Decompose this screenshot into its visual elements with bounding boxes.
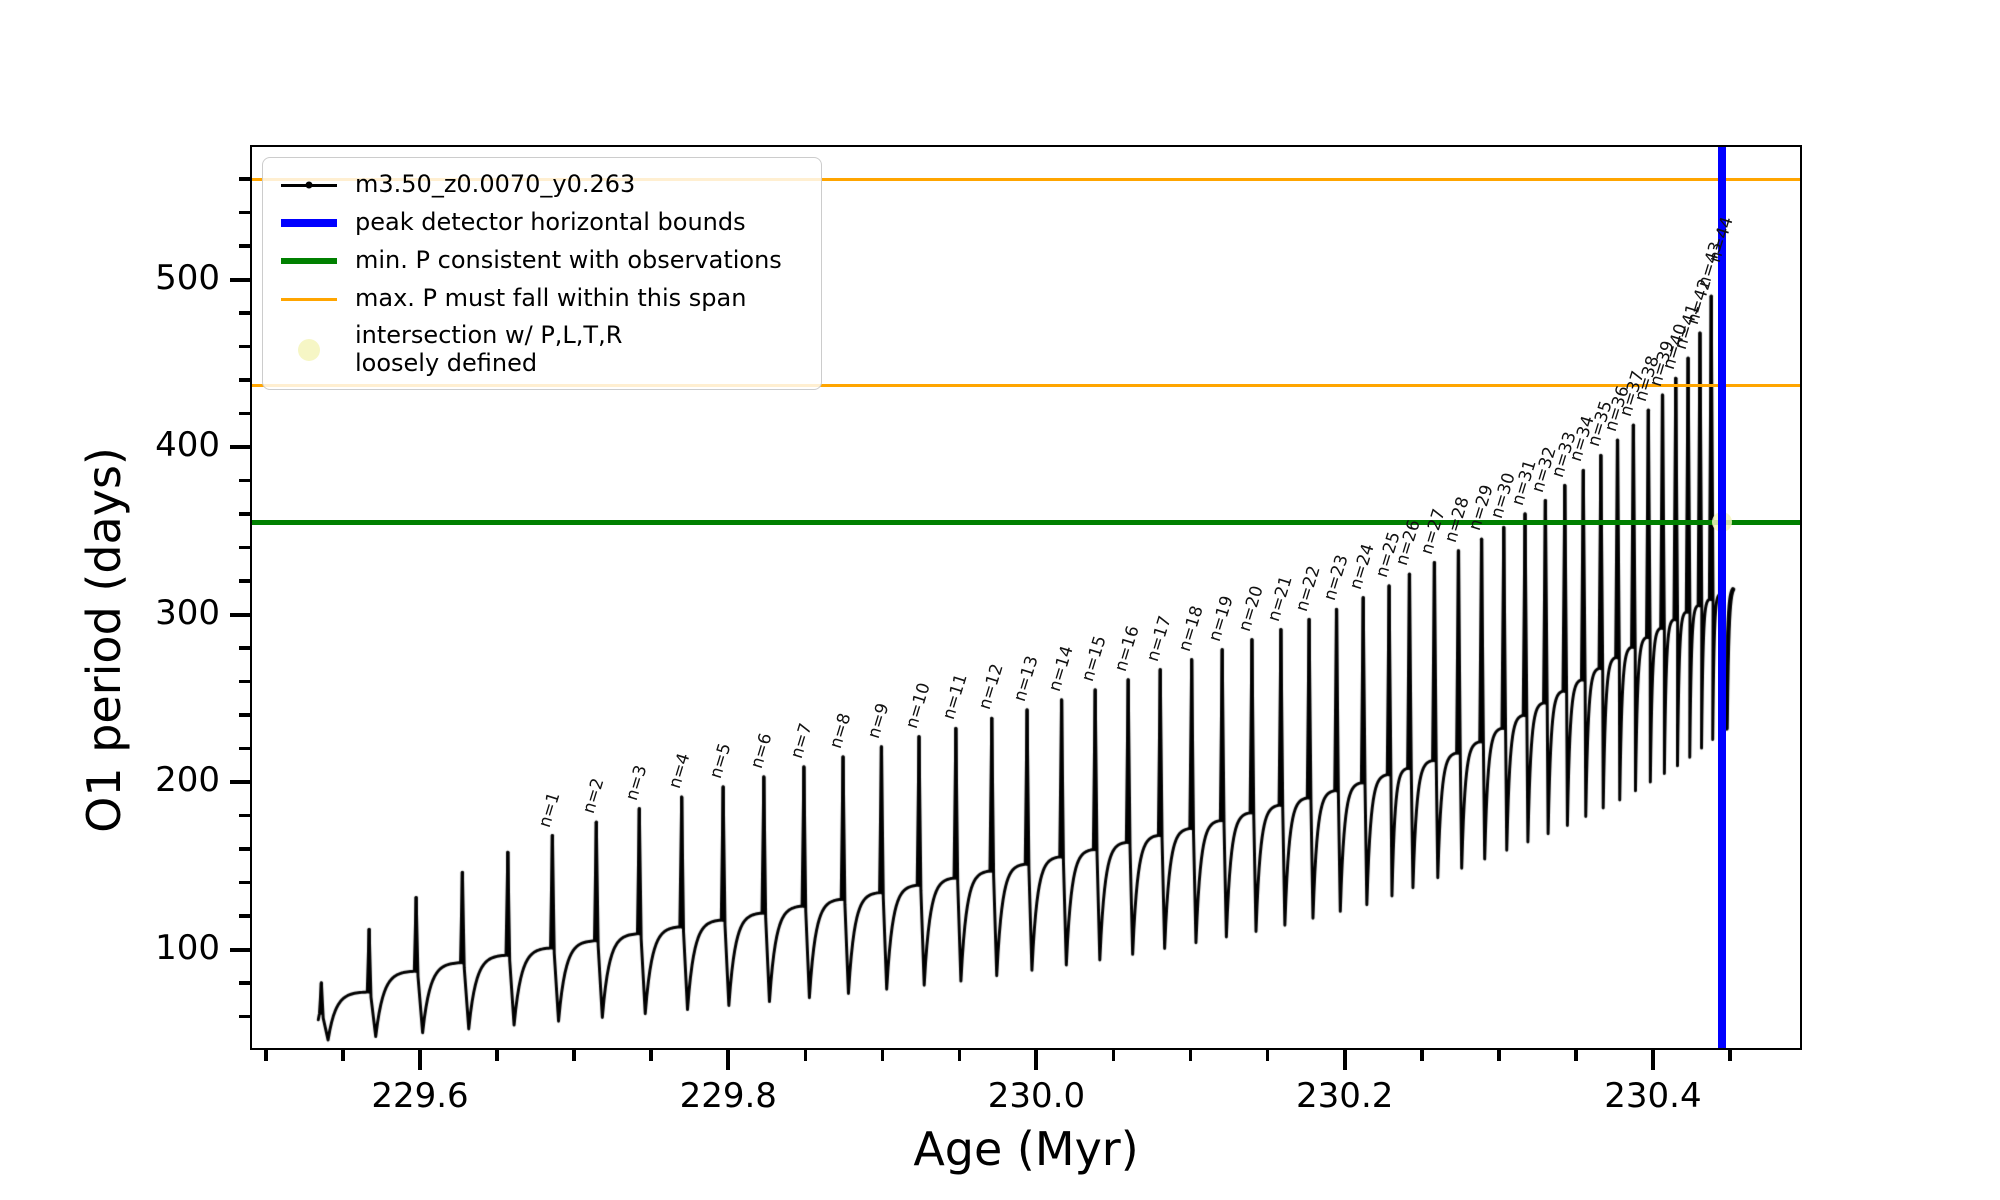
series-line-swatch xyxy=(281,181,337,189)
legend: m3.50_z0.0070_y0.263 peak detector horiz… xyxy=(262,157,822,391)
y-minor-tick xyxy=(239,981,250,985)
y-minor-tick xyxy=(239,311,250,315)
y-minor-tick xyxy=(239,411,250,416)
max-P-span-lower-line xyxy=(250,383,1802,387)
x-minor-tick xyxy=(803,1050,808,1061)
x-tick-label: 230.0 xyxy=(987,1076,1086,1116)
y-minor-tick xyxy=(239,478,250,483)
y-minor-tick xyxy=(239,880,250,885)
y-tick-label: 300 xyxy=(155,592,220,633)
y-major-tick xyxy=(230,277,250,282)
x-minor-tick xyxy=(264,1050,268,1061)
y-minor-tick xyxy=(239,746,250,751)
intersection-marker-swatch xyxy=(281,338,337,361)
y-tick-label: 100 xyxy=(155,927,220,968)
green-line-swatch xyxy=(281,258,337,264)
x-minor-tick xyxy=(1574,1050,1578,1061)
x-major-tick xyxy=(1034,1050,1039,1070)
y-minor-tick xyxy=(239,344,250,349)
x-tick-label: 230.4 xyxy=(1604,1076,1702,1116)
y-major-tick xyxy=(230,780,250,784)
legend-item-label: m3.50_z0.0070_y0.263 xyxy=(355,170,636,199)
x-major-tick xyxy=(1342,1050,1347,1070)
blue-line-swatch xyxy=(281,219,337,227)
x-tick-label: 229.8 xyxy=(679,1076,777,1116)
green-line-icon xyxy=(281,258,337,264)
orange-line-swatch xyxy=(281,297,337,301)
x-minor-tick xyxy=(1188,1050,1193,1061)
x-major-tick xyxy=(1650,1050,1655,1070)
orange-line-icon xyxy=(281,297,337,301)
x-minor-tick xyxy=(1420,1050,1424,1061)
max-P-span-upper-line xyxy=(250,177,1802,181)
y-minor-tick xyxy=(239,646,250,650)
min-P-consistent-line xyxy=(250,520,1802,525)
x-minor-tick xyxy=(341,1050,345,1061)
y-tick-label: 200 xyxy=(155,760,220,800)
x-major-tick xyxy=(726,1050,731,1070)
x-minor-tick xyxy=(1728,1050,1732,1061)
legend-item-series: m3.50_z0.0070_y0.263 xyxy=(269,166,815,204)
y-minor-tick xyxy=(239,1014,250,1019)
legend-item-label: peak detector horizontal bounds xyxy=(355,208,746,237)
y-minor-tick xyxy=(239,210,250,215)
y-minor-tick xyxy=(239,847,250,851)
x-minor-tick xyxy=(957,1050,962,1061)
legend-item-max-P-span: max. P must fall within this span xyxy=(269,280,815,318)
y-minor-tick xyxy=(239,512,250,516)
legend-item-min-P: min. P consistent with observations xyxy=(269,242,815,280)
y-tick-label: 400 xyxy=(155,425,220,465)
y-minor-tick xyxy=(239,713,250,717)
y-minor-tick xyxy=(239,914,250,918)
x-minor-tick xyxy=(495,1050,499,1061)
y-major-tick xyxy=(230,612,250,617)
x-minor-tick xyxy=(1265,1050,1270,1061)
x-minor-tick xyxy=(880,1050,885,1061)
legend-item-label: min. P consistent with observations xyxy=(355,246,782,275)
y-minor-tick xyxy=(239,679,250,684)
y-major-tick xyxy=(230,445,250,449)
legend-item-label: intersection w/ P,L,T,R loosely defined xyxy=(355,321,623,377)
y-minor-tick xyxy=(239,813,250,818)
x-minor-tick xyxy=(1111,1050,1116,1061)
dot-marker-icon xyxy=(305,181,313,189)
x-major-tick xyxy=(417,1050,422,1070)
y-major-tick xyxy=(230,947,250,952)
blue-line-icon xyxy=(281,219,337,227)
y-minor-tick xyxy=(239,378,250,382)
peak-detector-bound-line xyxy=(1717,145,1726,1050)
legend-item-peak-bounds: peak detector horizontal bounds xyxy=(269,204,815,242)
legend-item-label: max. P must fall within this span xyxy=(355,284,747,313)
x-minor-tick xyxy=(572,1050,576,1061)
y-minor-tick xyxy=(239,579,250,583)
x-tick-label: 229.6 xyxy=(371,1076,469,1116)
x-tick-label: 230.2 xyxy=(1296,1076,1394,1116)
x-axis-title: Age (Myr) xyxy=(913,1122,1139,1176)
black-line-icon xyxy=(281,181,337,189)
y-tick-label: 500 xyxy=(155,257,220,298)
pale-yellow-circle-icon xyxy=(298,338,320,361)
y-minor-tick xyxy=(239,177,250,181)
y-minor-tick xyxy=(239,545,250,550)
x-minor-tick xyxy=(649,1050,653,1061)
x-minor-tick xyxy=(1497,1050,1501,1061)
legend-item-intersection: intersection w/ P,L,T,R loosely defined xyxy=(269,318,815,381)
y-minor-tick xyxy=(239,244,250,248)
